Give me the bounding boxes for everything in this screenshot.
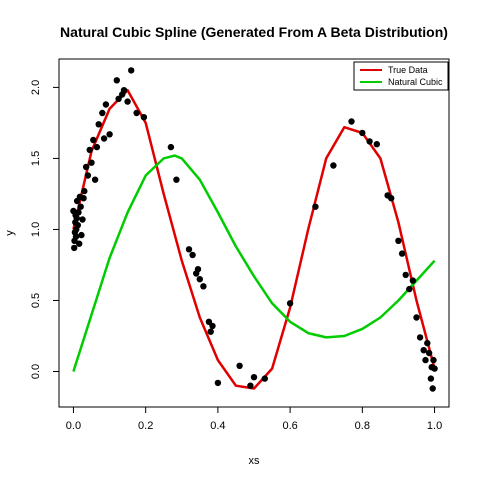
data-point [84,172,92,179]
data-point [247,382,254,389]
data-point [431,365,438,372]
x-tick-label: 0.4 [210,420,225,432]
data-point [209,322,216,330]
y-tick-label: 2.0 [30,80,42,95]
data-point [124,98,131,105]
data-point [140,114,148,121]
data-point [189,251,196,259]
y-tick-label: 1.5 [30,151,42,166]
plot-frame [58,58,450,408]
data-point [200,283,207,290]
data-point [78,231,85,239]
data-point [416,334,424,341]
data-point [90,136,97,144]
data-point [330,162,337,169]
legend-label-natural-cubic: Natural Cubic [388,77,443,87]
data-point [88,159,95,166]
x-tick-label: 0.0 [66,420,81,432]
data-point [80,195,87,202]
data-point [373,141,380,148]
legend-label-true-data: True Data [388,65,428,75]
data-point [409,277,417,284]
data-point [173,176,180,183]
x-axis-label: xs [249,455,261,467]
x-tick-label: 0.2 [138,420,153,432]
data-point [422,356,429,364]
y-axis: 0.0 0.5 1.0 1.5 2.0 [30,80,60,379]
data-point [413,314,420,321]
data-point [115,95,122,103]
data-point [72,233,80,240]
data-point [261,375,268,382]
data-point [128,67,135,74]
data-point [194,266,202,273]
data-point [348,118,355,125]
chart-title: Natural Cubic Spline (Generated From A B… [60,24,448,40]
data-point [286,300,294,307]
data-point [82,163,90,171]
data-point [424,339,431,347]
data-point [388,195,395,202]
data-point [406,285,413,293]
data-point [95,121,102,128]
data-point [81,187,88,195]
y-tick-label: 1.0 [30,222,42,237]
data-point [398,250,406,257]
series-layer [72,88,436,390]
data-point [86,146,93,154]
data-point [74,222,82,229]
y-axis-label: y [4,230,16,236]
legend-box [353,61,449,91]
legend: True Data Natural Cubic [353,61,449,91]
data-point [73,214,80,222]
data-point [167,143,175,151]
data-point [395,237,402,244]
data-point [430,356,437,364]
points-layer [70,67,438,392]
data-point [214,379,222,387]
series-line-natural-cubic [72,154,436,372]
data-point [402,271,409,279]
data-point [427,375,435,382]
x-tick-label: 1.0 [427,420,442,432]
data-point [205,318,213,325]
x-axis: 0.0 0.2 0.4 0.6 0.8 1.0 [66,406,442,432]
data-point [207,328,214,335]
data-point [366,138,373,145]
data-point [120,87,128,94]
data-point [359,129,366,137]
data-point [77,203,84,210]
data-point [99,109,106,117]
data-point [75,209,82,216]
data-point [71,244,78,252]
data-point [312,203,319,210]
data-point [113,77,121,84]
data-point [185,246,193,253]
data-point [79,216,86,223]
data-point [76,240,83,247]
x-tick-label: 0.6 [282,420,297,432]
data-point [93,143,101,151]
data-point [429,385,436,392]
x-tick-label: 0.8 [355,420,370,432]
data-point [100,135,108,142]
y-tick-label: 0.5 [30,293,42,308]
data-point [420,347,427,354]
data-point [425,349,433,357]
y-tick-label: 0.0 [30,364,42,379]
data-point [102,101,110,108]
data-point [236,362,243,369]
data-point [106,131,113,138]
data-point [250,374,258,381]
data-point [196,276,203,283]
data-point [91,176,99,183]
data-point [133,109,140,117]
series-line-true-data [72,88,436,390]
